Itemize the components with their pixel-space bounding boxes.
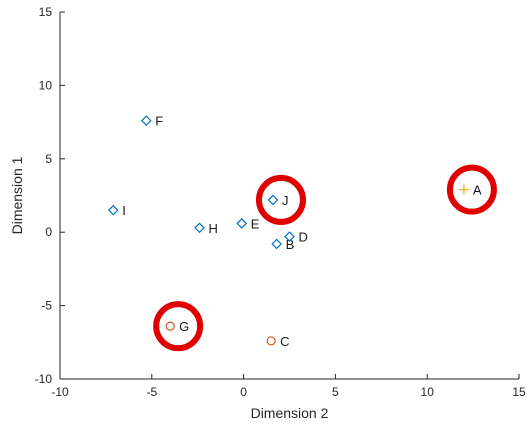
y-tick-label: -5: [41, 299, 52, 313]
x-tick-label: -10: [51, 385, 69, 399]
point-e-marker: [236, 218, 248, 229]
point-f-label: F: [155, 114, 163, 129]
x-tick-label: -5: [146, 385, 157, 399]
point-f-marker: [140, 115, 152, 126]
y-tick-label: 0: [45, 225, 52, 239]
highlight-rings: [153, 164, 497, 352]
y-tick-label: -10: [35, 372, 53, 386]
x-tick-label: 0: [240, 385, 247, 399]
y-tick-label: 10: [39, 78, 53, 92]
highlight-ring-j: [255, 174, 306, 225]
point-g-label: G: [179, 319, 189, 334]
point-a-marker: [458, 184, 469, 195]
point-i-marker: [107, 204, 119, 216]
y-axis-label: Dimension 1: [9, 156, 25, 234]
x-tick-label: 5: [332, 385, 339, 399]
x-axis-label: Dimension 2: [251, 405, 329, 421]
point-j-label: J: [282, 193, 289, 208]
point-a-label: A: [473, 183, 482, 198]
point-b-label: B: [286, 237, 295, 252]
plot-axes: [59, 12, 519, 380]
x-tick-label: 15: [512, 385, 526, 399]
point-d-label: D: [299, 230, 308, 245]
point-j-marker: [267, 194, 279, 206]
point-g-marker: [165, 321, 175, 331]
point-d-marker: [284, 231, 295, 242]
axis-ticks: -10 -5 0 5 10 15 -10 -5 0 5 10 15: [35, 5, 526, 399]
x-tick-label: 10: [421, 385, 435, 399]
point-h-label: H: [209, 221, 218, 236]
data-points: A B C D E F G H I J: [107, 114, 482, 349]
point-b-marker: [271, 238, 282, 250]
point-c-marker: [266, 336, 276, 346]
y-tick-label: 15: [39, 5, 53, 19]
point-i-label: I: [122, 203, 126, 218]
highlight-ring-g: [153, 301, 204, 352]
point-e-label: E: [251, 216, 260, 231]
point-h-marker: [194, 222, 205, 234]
point-c-label: C: [280, 334, 289, 349]
y-tick-label: 5: [45, 152, 52, 166]
highlight-ring-a: [446, 164, 497, 215]
